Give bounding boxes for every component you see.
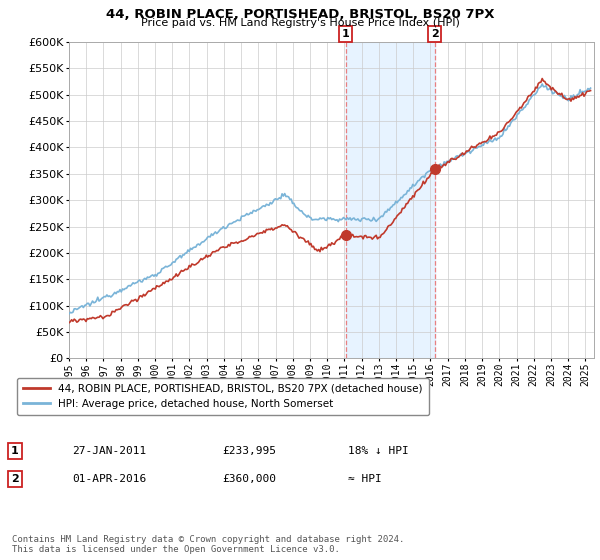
Text: £360,000: £360,000 (222, 474, 276, 484)
Text: 18% ↓ HPI: 18% ↓ HPI (348, 446, 409, 456)
Text: 01-APR-2016: 01-APR-2016 (72, 474, 146, 484)
Text: 2: 2 (11, 474, 19, 484)
Text: 2: 2 (431, 29, 439, 39)
Text: ≈ HPI: ≈ HPI (348, 474, 382, 484)
Text: 1: 1 (11, 446, 19, 456)
Bar (346, 42, 435, 358)
Legend: 44, ROBIN PLACE, PORTISHEAD, BRISTOL, BS20 7PX (detached house), HPI: Average pr: 44, ROBIN PLACE, PORTISHEAD, BRISTOL, BS… (17, 377, 428, 416)
Text: 44, ROBIN PLACE, PORTISHEAD, BRISTOL, BS20 7PX: 44, ROBIN PLACE, PORTISHEAD, BRISTOL, BS… (106, 8, 494, 21)
Text: 1: 1 (342, 29, 349, 39)
Text: 27-JAN-2011: 27-JAN-2011 (72, 446, 146, 456)
Text: Contains HM Land Registry data © Crown copyright and database right 2024.
This d: Contains HM Land Registry data © Crown c… (12, 535, 404, 554)
Text: £233,995: £233,995 (222, 446, 276, 456)
Text: Price paid vs. HM Land Registry's House Price Index (HPI): Price paid vs. HM Land Registry's House … (140, 18, 460, 29)
